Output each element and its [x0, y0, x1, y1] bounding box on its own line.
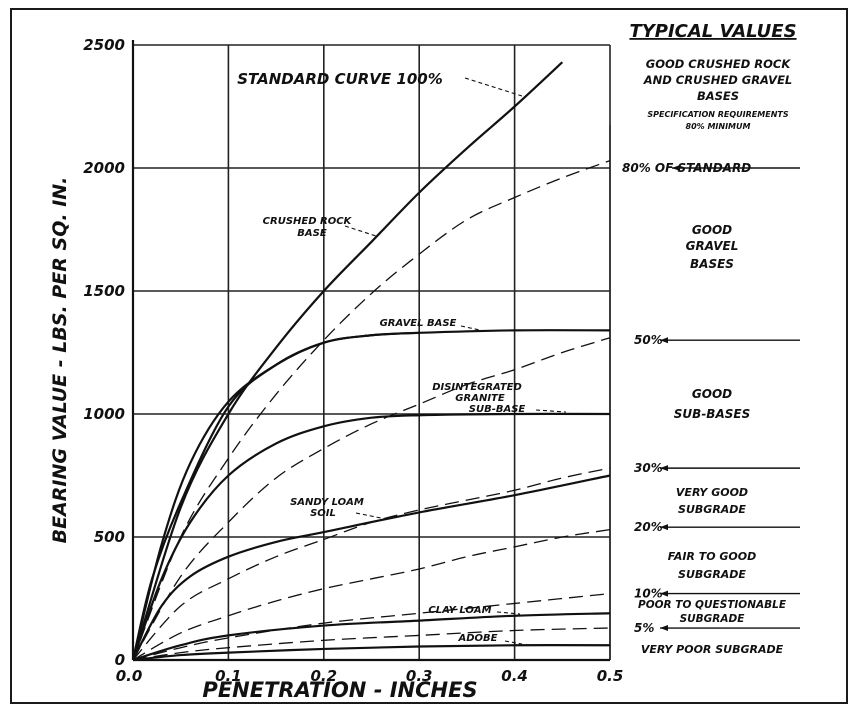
typical-value-zone-label: FAIR TO GOOD	[668, 550, 757, 563]
typical-values-header-line: BASES	[697, 89, 739, 103]
typical-value-zone-label: GOOD	[692, 223, 732, 237]
curve-annotation: GRANITE	[455, 393, 505, 404]
typical-values-header-line: 80% MINIMUM	[686, 122, 751, 131]
annotation-leader	[344, 225, 377, 237]
series-group	[131, 61, 611, 662]
arrowhead-icon	[660, 625, 668, 632]
series-line-0	[131, 61, 564, 661]
typical-value-marker-label: 30%	[634, 461, 663, 475]
arrowhead-icon	[660, 465, 668, 472]
typical-value-marker-label: 50%	[634, 333, 663, 347]
y-axis-label: BEARING VALUE - LBS. PER SQ. IN.	[49, 177, 71, 544]
curve-annotation: SUB-BASE	[469, 404, 526, 415]
typical-value-zone-label: GRAVEL	[686, 239, 739, 253]
annotation-leader	[535, 409, 567, 413]
series-line-2	[131, 329, 611, 661]
x-tick-label: 0.0	[116, 667, 143, 685]
series-line-12	[132, 627, 611, 661]
typical-value-marker-label: 10%	[634, 587, 663, 601]
y-tick-label: 1500	[83, 282, 125, 300]
curve-annotation: STANDARD CURVE 100%	[237, 70, 442, 88]
typical-value-zone-label: SUBGRADE	[678, 568, 746, 581]
curve-annotation: SANDY LOAM	[290, 497, 364, 508]
curve-annotation: CLAY LOAM	[428, 605, 491, 616]
typical-value-zone-label: VERY GOOD	[676, 486, 748, 499]
curve-annotation: DISINTEGRATED	[432, 382, 522, 393]
arrowhead-icon	[660, 524, 668, 531]
typical-value-zone-label: POOR TO QUESTIONABLE	[638, 599, 787, 611]
series-line-5	[132, 612, 611, 662]
series-line-7	[132, 160, 611, 661]
typical-value-zone-label: GOOD	[692, 387, 732, 401]
x-tick-label: 0.2	[311, 667, 338, 685]
annotation-leader	[496, 611, 521, 615]
typical-value-marker-label: 20%	[634, 520, 663, 534]
series-line-4	[132, 474, 611, 661]
annotation-leader	[355, 512, 387, 520]
typical-value-zone-label: SUBGRADE	[678, 503, 746, 516]
arrowhead-icon	[660, 590, 668, 597]
annotation-leader	[460, 325, 485, 332]
typical-value-marker-label: 5%	[634, 621, 654, 635]
y-tick-label: 2500	[83, 36, 125, 54]
typical-values-title: TYPICAL VALUES	[629, 21, 796, 42]
y-tick-label: 2000	[83, 159, 125, 177]
annotation-leader	[504, 640, 523, 645]
typical-value-zone-label: VERY POOR SUBGRADE	[641, 643, 784, 656]
curve-annotation: ADOBE	[458, 633, 498, 644]
x-tick-label: 0.3	[406, 667, 433, 685]
typical-value-zone-label: BASES	[690, 257, 734, 271]
x-tick-label: 0.4	[501, 667, 528, 685]
series-line-9	[132, 467, 611, 661]
series-line-6	[132, 644, 611, 662]
figure-frame	[10, 8, 848, 704]
axes: 0.0 0.1 0.2 0.3 0.4 0.5 0 500 1000 1500 2000 2500	[83, 36, 623, 685]
series-line-8	[132, 337, 611, 661]
annotation-leader	[464, 77, 523, 97]
typical-values-header-line: SPECIFICATION REQUIREMENTS	[647, 110, 788, 119]
y-tick-label: 500	[94, 528, 125, 546]
curve-annotation: CRUSHED ROCK	[263, 216, 353, 227]
typical-values-panel: TYPICAL VALUES GOOD CRUSHED ROCK AND CRUSH…	[622, 21, 800, 656]
arrowhead-icon	[660, 337, 668, 344]
typical-value-zone-label: SUB-BASES	[674, 407, 750, 421]
curve-annotation: GRAVEL BASE	[380, 318, 457, 329]
series-line-11	[132, 592, 611, 661]
arrowhead-icon	[672, 165, 680, 171]
curve-annotation: BASE	[297, 228, 327, 239]
typical-values-header-line: GOOD CRUSHED ROCK	[646, 57, 792, 71]
curve-annotation: SOIL	[310, 508, 336, 519]
y-tick-label: 0	[115, 651, 125, 669]
typical-value-zone-label: SUBGRADE	[680, 613, 746, 625]
typical-values-header-line: AND CRUSHED GRAVEL	[643, 73, 793, 87]
x-tick-label: 0.1	[215, 667, 242, 685]
y-tick-label: 1000	[83, 405, 125, 423]
x-axis-label: PENETRATION - INCHES	[202, 678, 477, 702]
x-tick-label: 0.5	[597, 667, 624, 685]
series-line-10	[132, 528, 611, 661]
